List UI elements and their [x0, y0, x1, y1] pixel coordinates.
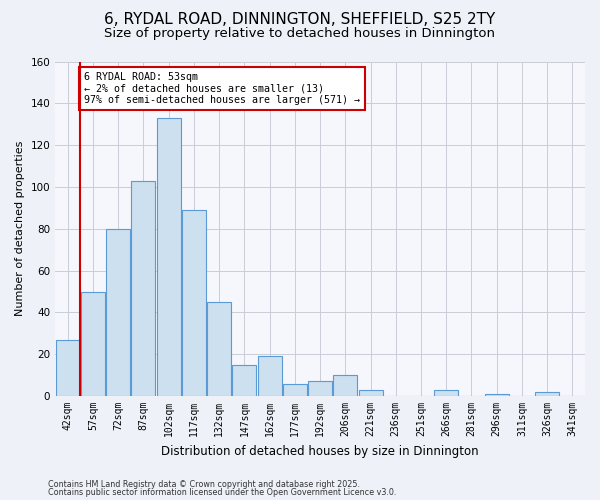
Y-axis label: Number of detached properties: Number of detached properties — [15, 141, 25, 316]
Text: Contains public sector information licensed under the Open Government Licence v3: Contains public sector information licen… — [48, 488, 397, 497]
Bar — [207, 302, 231, 396]
Bar — [283, 384, 307, 396]
Text: Size of property relative to detached houses in Dinnington: Size of property relative to detached ho… — [104, 28, 496, 40]
Bar — [106, 229, 130, 396]
Bar — [257, 356, 281, 396]
Bar — [308, 382, 332, 396]
Bar — [131, 180, 155, 396]
Text: Contains HM Land Registry data © Crown copyright and database right 2025.: Contains HM Land Registry data © Crown c… — [48, 480, 360, 489]
Bar — [485, 394, 509, 396]
Bar — [157, 118, 181, 396]
Text: 6, RYDAL ROAD, DINNINGTON, SHEFFIELD, S25 2TY: 6, RYDAL ROAD, DINNINGTON, SHEFFIELD, S2… — [104, 12, 496, 28]
Bar — [334, 375, 357, 396]
Text: 6 RYDAL ROAD: 53sqm
← 2% of detached houses are smaller (13)
97% of semi-detache: 6 RYDAL ROAD: 53sqm ← 2% of detached hou… — [84, 72, 360, 105]
Bar — [81, 292, 105, 396]
Bar — [56, 340, 80, 396]
Bar — [182, 210, 206, 396]
Bar — [535, 392, 559, 396]
X-axis label: Distribution of detached houses by size in Dinnington: Distribution of detached houses by size … — [161, 444, 479, 458]
Bar — [232, 364, 256, 396]
Bar — [359, 390, 383, 396]
Bar — [434, 390, 458, 396]
